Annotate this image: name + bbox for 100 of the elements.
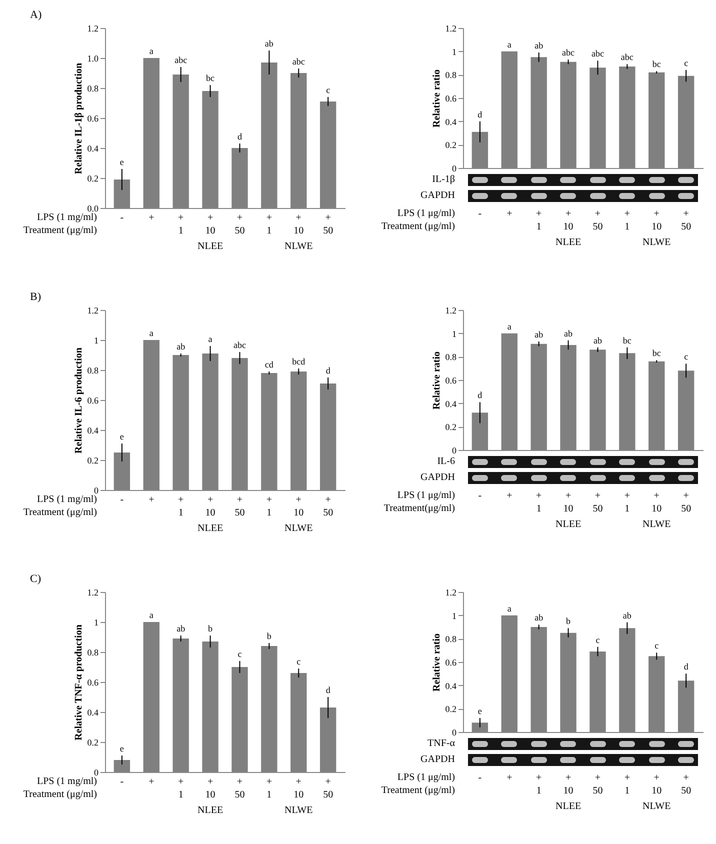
y-tick-label: 0.2 — [87, 738, 98, 748]
data-label: d — [237, 132, 242, 142]
y-tick-label: 1 — [94, 336, 98, 346]
x-tick-label: + — [148, 494, 155, 506]
data-label: a — [507, 321, 512, 332]
y-tick-label: 0 — [94, 486, 99, 496]
x-tick-label: + 50 — [323, 212, 334, 236]
data-label: ab — [534, 40, 544, 50]
y-axis-title: Relative IL-6 production — [73, 347, 84, 454]
data-label: d — [326, 685, 331, 695]
y-tick-label: 0.6 — [445, 94, 457, 104]
x-tick-label: - — [120, 494, 124, 506]
text: NLEE — [556, 519, 582, 530]
text: IL-1β — [432, 174, 455, 185]
data-label: b — [566, 616, 572, 626]
x-tick-label: + 1 — [178, 212, 184, 236]
x-tick-label: + 50 — [681, 208, 692, 232]
y-tick-label: 1.2 — [445, 306, 456, 316]
y-axis-title: Relative IL-1β production — [73, 62, 84, 174]
data-label: abc — [591, 48, 604, 59]
y-axis-title: Relative TNF-α production — [73, 624, 84, 740]
x-tick-label: + 10 — [652, 208, 662, 232]
y-tick-label: 1 — [452, 46, 456, 57]
data-label: bc — [652, 348, 661, 358]
x-axis-title: LPS (1 μg/ml) Treatment (μg/ml) — [381, 772, 455, 796]
x-tick-label: + 50 — [323, 494, 334, 518]
x-tick-label: + 10 — [652, 772, 662, 796]
data-label: c — [296, 656, 301, 666]
data-label: e — [478, 706, 482, 716]
y-tick-label: 0.4 — [445, 116, 457, 127]
y-axis-title: Relative ratio — [431, 633, 442, 692]
x-tick-label: + 10 — [563, 208, 574, 232]
y-tick-label: 0.2 — [445, 140, 456, 150]
y-tick-label: 1 — [94, 618, 98, 628]
y-tick-label: 0.8 — [87, 84, 99, 94]
y-tick-label: 0.2 — [87, 174, 98, 184]
text: TNF-α — [428, 738, 456, 749]
x-tick-label: + 10 — [652, 490, 662, 514]
x-tick-label: + 1 — [536, 490, 542, 514]
data-label: b — [208, 624, 214, 634]
data-label: c — [596, 634, 600, 645]
text: IL-6 — [437, 456, 455, 467]
data-label: a — [149, 46, 154, 56]
y-tick-label: 1.2 — [445, 588, 456, 598]
data-label: d — [684, 662, 689, 672]
x-tick-label: + 1 — [536, 772, 542, 796]
x-tick-label: + 1 — [178, 776, 184, 800]
y-tick-label: 0 — [452, 446, 457, 456]
text: NLWE — [284, 523, 313, 534]
text: NLEE — [556, 237, 582, 248]
text: NLWE — [642, 519, 671, 530]
chart-title: B) — [30, 291, 42, 303]
y-tick-label: 0.8 — [87, 366, 99, 376]
x-axis-title: LPS (1 mg/ml) Treatment (μg/ml) — [23, 776, 97, 800]
text: GAPDH — [420, 190, 455, 201]
x-tick-label: + 10 — [563, 772, 574, 796]
data-label: c — [684, 58, 688, 68]
x-tick-label: + — [506, 772, 513, 784]
y-tick-label: 0.2 — [445, 422, 456, 432]
data-label: ab — [264, 38, 274, 48]
x-tick-label: + 50 — [323, 776, 334, 800]
y-tick-label: 0.4 — [87, 708, 99, 718]
text: GAPDH — [420, 754, 455, 765]
data-label: abc — [174, 55, 188, 65]
data-label: bc — [652, 59, 661, 70]
y-tick-label: 1.2 — [87, 306, 98, 316]
x-tick-label: - — [120, 212, 124, 224]
data-label: a — [149, 610, 154, 620]
x-axis-title: LPS (1 mg/ml) Treatment (μg/ml) — [23, 212, 97, 236]
y-tick-label: 0.4 — [445, 398, 457, 409]
x-tick-label: + 1 — [178, 494, 184, 518]
x-tick-label: + — [148, 776, 155, 788]
x-tick-label: - — [478, 490, 482, 502]
y-tick-label: 0.4 — [445, 680, 457, 691]
text: GAPDH — [420, 472, 455, 483]
data-label: bcd — [292, 356, 306, 366]
y-tick-label: 0.6 — [445, 376, 457, 386]
x-tick-label: + 50 — [234, 212, 245, 236]
y-tick-label: 0 — [94, 768, 99, 778]
x-tick-label: + — [506, 208, 513, 220]
y-tick-label: 0.6 — [445, 658, 457, 668]
data-label: abc — [620, 52, 634, 62]
data-label: c — [326, 85, 330, 95]
data-label: abc — [292, 56, 305, 66]
y-tick-label: 1.2 — [87, 588, 98, 598]
x-axis-title: LPS (1 μg/ml) Treatment (μg/ml) — [381, 208, 455, 232]
y-tick-label: 0.4 — [87, 426, 99, 436]
y-axis-title: Relative ratio — [431, 69, 442, 128]
y-tick-label: 1 — [452, 328, 456, 339]
y-tick-label: 0.2 — [445, 704, 456, 714]
text: NLEE — [556, 801, 582, 812]
x-tick-label: + 10 — [294, 212, 304, 236]
data-label: e — [120, 744, 124, 754]
y-tick-label: 1 — [452, 610, 456, 621]
data-label: e — [120, 157, 124, 167]
data-label: a — [208, 334, 212, 344]
data-label: d — [326, 366, 331, 376]
x-tick-label: + 1 — [266, 776, 272, 800]
data-label: ab — [564, 328, 574, 338]
x-tick-label: + 10 — [294, 494, 304, 518]
